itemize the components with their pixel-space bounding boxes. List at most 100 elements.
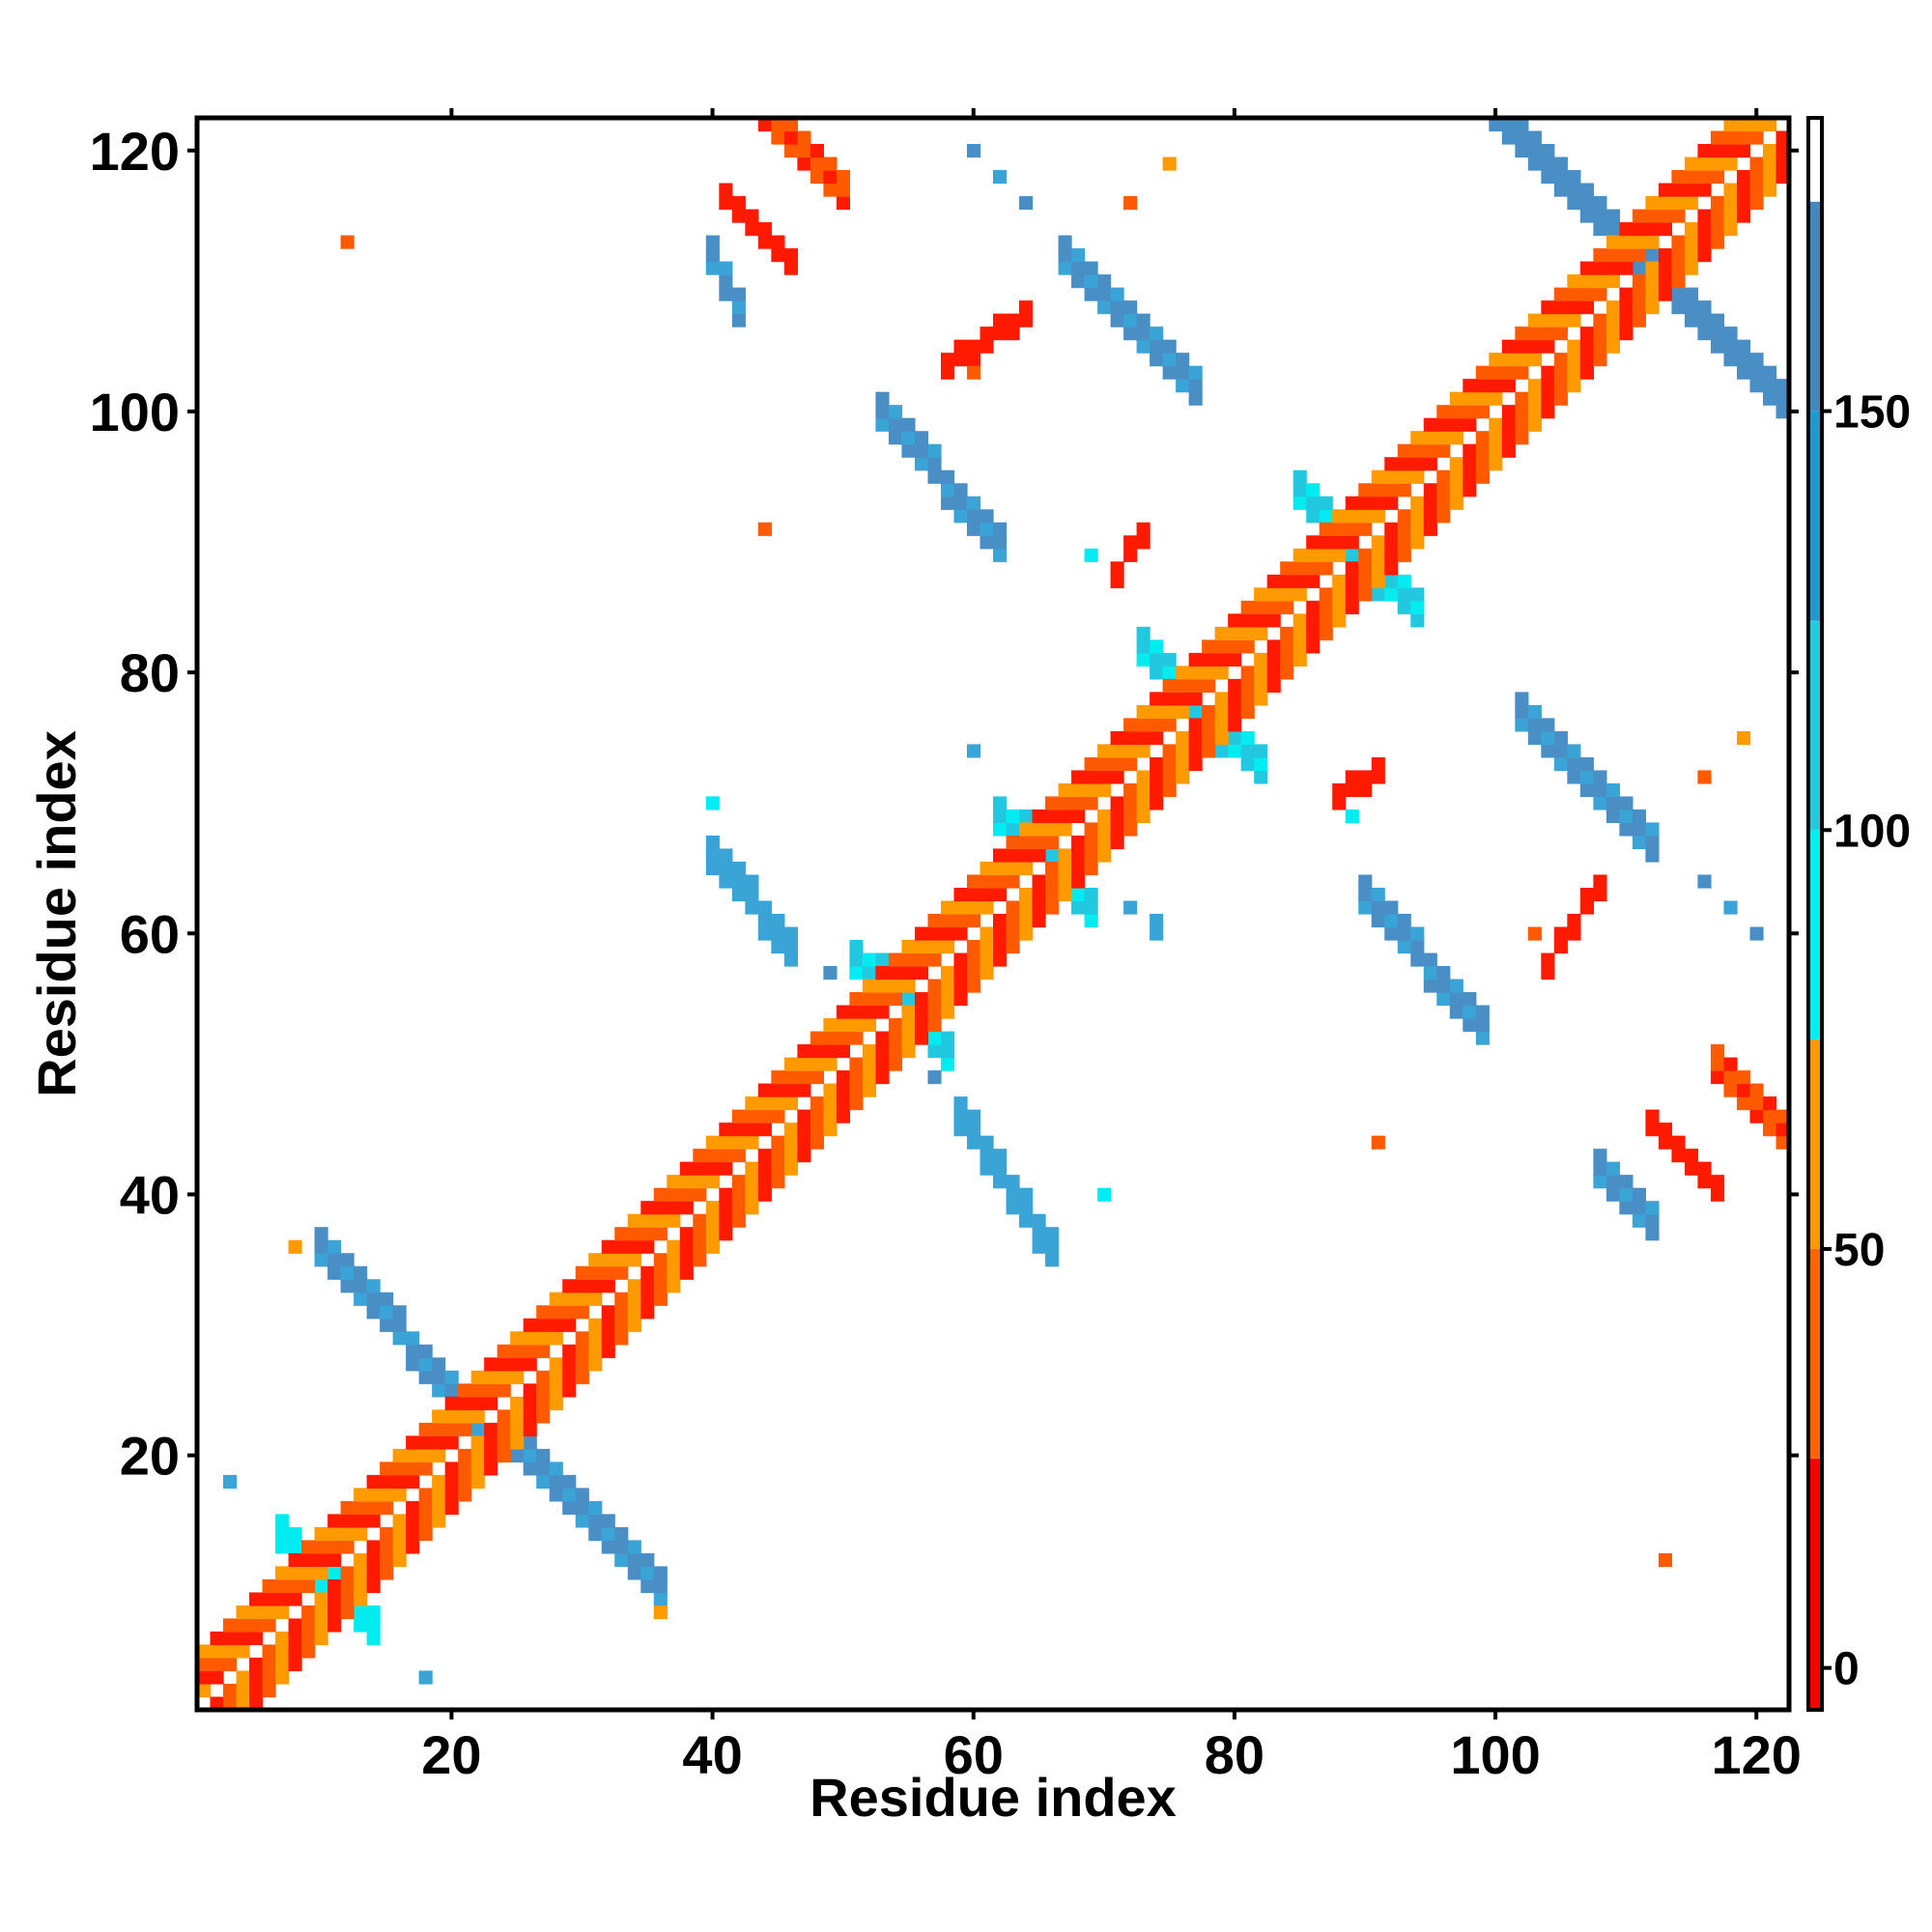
heatmap-cell bbox=[1214, 744, 1229, 758]
heatmap-cell bbox=[1463, 443, 1477, 458]
heatmap-cell bbox=[1240, 678, 1255, 693]
heatmap-cell bbox=[745, 900, 759, 915]
heatmap-cell bbox=[1501, 118, 1516, 132]
heatmap-cell bbox=[1071, 782, 1086, 798]
heatmap-cell bbox=[1293, 639, 1307, 654]
heatmap-cell bbox=[249, 1657, 264, 1672]
heatmap-cell bbox=[783, 952, 798, 967]
heatmap-cell bbox=[1150, 718, 1164, 732]
heatmap-cell bbox=[953, 992, 968, 1007]
heatmap-cell bbox=[901, 979, 916, 993]
heatmap-cell bbox=[418, 1422, 433, 1436]
heatmap-cell bbox=[1045, 900, 1060, 915]
heatmap-cell bbox=[966, 979, 981, 993]
heatmap-cell bbox=[444, 1435, 459, 1450]
heatmap-cell bbox=[1150, 666, 1164, 680]
heatmap-cell bbox=[1006, 874, 1020, 889]
heatmap-cell bbox=[888, 952, 903, 967]
heatmap-cell bbox=[1710, 1057, 1725, 1071]
heatmap-cell bbox=[888, 966, 903, 980]
heatmap-cell bbox=[1123, 809, 1138, 824]
heatmap-cell bbox=[1358, 548, 1373, 562]
heatmap-cell bbox=[406, 1331, 420, 1346]
heatmap-cell bbox=[601, 1239, 615, 1254]
heatmap-cell bbox=[1345, 600, 1359, 614]
heatmap-cell bbox=[797, 144, 811, 158]
heatmap-cell bbox=[1723, 1057, 1738, 1071]
heatmap-cell bbox=[1410, 457, 1425, 471]
heatmap-cell bbox=[1045, 1253, 1060, 1267]
heatmap-cell bbox=[275, 1631, 290, 1646]
heatmap-cell bbox=[1632, 1201, 1647, 1215]
heatmap-cell bbox=[1240, 626, 1255, 640]
heatmap-cell bbox=[536, 1409, 551, 1424]
heatmap-cell bbox=[1697, 144, 1712, 158]
heatmap-cell bbox=[1749, 1083, 1764, 1097]
heatmap-cell bbox=[1697, 170, 1712, 185]
heatmap-cell bbox=[523, 1357, 537, 1372]
heatmap-cell bbox=[836, 1044, 851, 1059]
heatmap-cell bbox=[719, 1213, 733, 1228]
heatmap-cell bbox=[966, 940, 981, 954]
heatmap-cell bbox=[1371, 900, 1385, 915]
heatmap-cell bbox=[497, 1370, 511, 1384]
heatmap-cell bbox=[288, 1526, 302, 1541]
heatmap-cell bbox=[888, 1018, 903, 1033]
heatmap-cell bbox=[1162, 782, 1177, 798]
heatmap-cell bbox=[588, 1318, 603, 1332]
heatmap-cell bbox=[1645, 248, 1660, 263]
heatmap-cell bbox=[444, 1409, 459, 1424]
heatmap-cell bbox=[810, 156, 824, 171]
heatmap-cell bbox=[836, 1109, 851, 1123]
heatmap-cell bbox=[1371, 561, 1385, 576]
heatmap-cell bbox=[1776, 379, 1790, 393]
heatmap-cell bbox=[1553, 287, 1568, 301]
heatmap-cell bbox=[1410, 587, 1425, 602]
heatmap-cell bbox=[1019, 822, 1034, 837]
heatmap-cell bbox=[1084, 914, 1098, 928]
heatmap-cell bbox=[1449, 431, 1463, 445]
heatmap-cell bbox=[1567, 756, 1581, 772]
heatmap-cell bbox=[627, 1292, 641, 1306]
heatmap-cell bbox=[1541, 952, 1555, 967]
heatmap-cell bbox=[1332, 613, 1347, 628]
heatmap-cell bbox=[1084, 782, 1098, 798]
heatmap-cell bbox=[1084, 900, 1098, 915]
heatmap-cell bbox=[1097, 744, 1112, 758]
heatmap-cell bbox=[640, 1305, 655, 1320]
heatmap-cell bbox=[1515, 339, 1529, 354]
heatmap-cell bbox=[1006, 900, 1020, 915]
heatmap-cell bbox=[653, 1201, 668, 1215]
heatmap-cell bbox=[1397, 600, 1411, 614]
heatmap-cell bbox=[340, 1578, 355, 1594]
heatmap-cell bbox=[1605, 313, 1620, 327]
heatmap-cell bbox=[354, 1488, 368, 1502]
heatmap-cell bbox=[627, 1566, 641, 1580]
heatmap-cell bbox=[1332, 509, 1347, 524]
heatmap-cell bbox=[1397, 522, 1411, 536]
heatmap-cell bbox=[1593, 770, 1607, 784]
heatmap-cell bbox=[1436, 431, 1451, 445]
heatmap-cell bbox=[914, 457, 929, 471]
heatmap-cell bbox=[1697, 770, 1712, 784]
heatmap-cell bbox=[705, 1175, 720, 1189]
heatmap-cell bbox=[993, 1161, 1008, 1176]
heatmap-cell bbox=[406, 1474, 420, 1489]
heatmap-cell bbox=[1749, 118, 1764, 132]
heatmap-cell bbox=[1045, 822, 1060, 837]
heatmap-cell bbox=[406, 1344, 420, 1358]
heatmap-cell bbox=[1032, 822, 1046, 837]
heatmap-cell bbox=[693, 1239, 707, 1254]
plot-frame bbox=[194, 115, 1792, 1713]
heatmap-cell bbox=[1410, 469, 1425, 484]
heatmap-cell bbox=[1423, 509, 1437, 524]
heatmap-cell bbox=[797, 1149, 811, 1163]
heatmap-cell bbox=[1710, 1175, 1725, 1189]
heatmap-cell bbox=[1110, 835, 1124, 850]
heatmap-cell bbox=[1032, 887, 1046, 902]
heatmap-cell bbox=[1410, 952, 1425, 967]
heatmap-cell bbox=[1150, 770, 1164, 784]
heatmap-cell bbox=[1332, 600, 1347, 614]
heatmap-cell bbox=[953, 914, 968, 928]
heatmap-cell bbox=[1097, 848, 1112, 863]
